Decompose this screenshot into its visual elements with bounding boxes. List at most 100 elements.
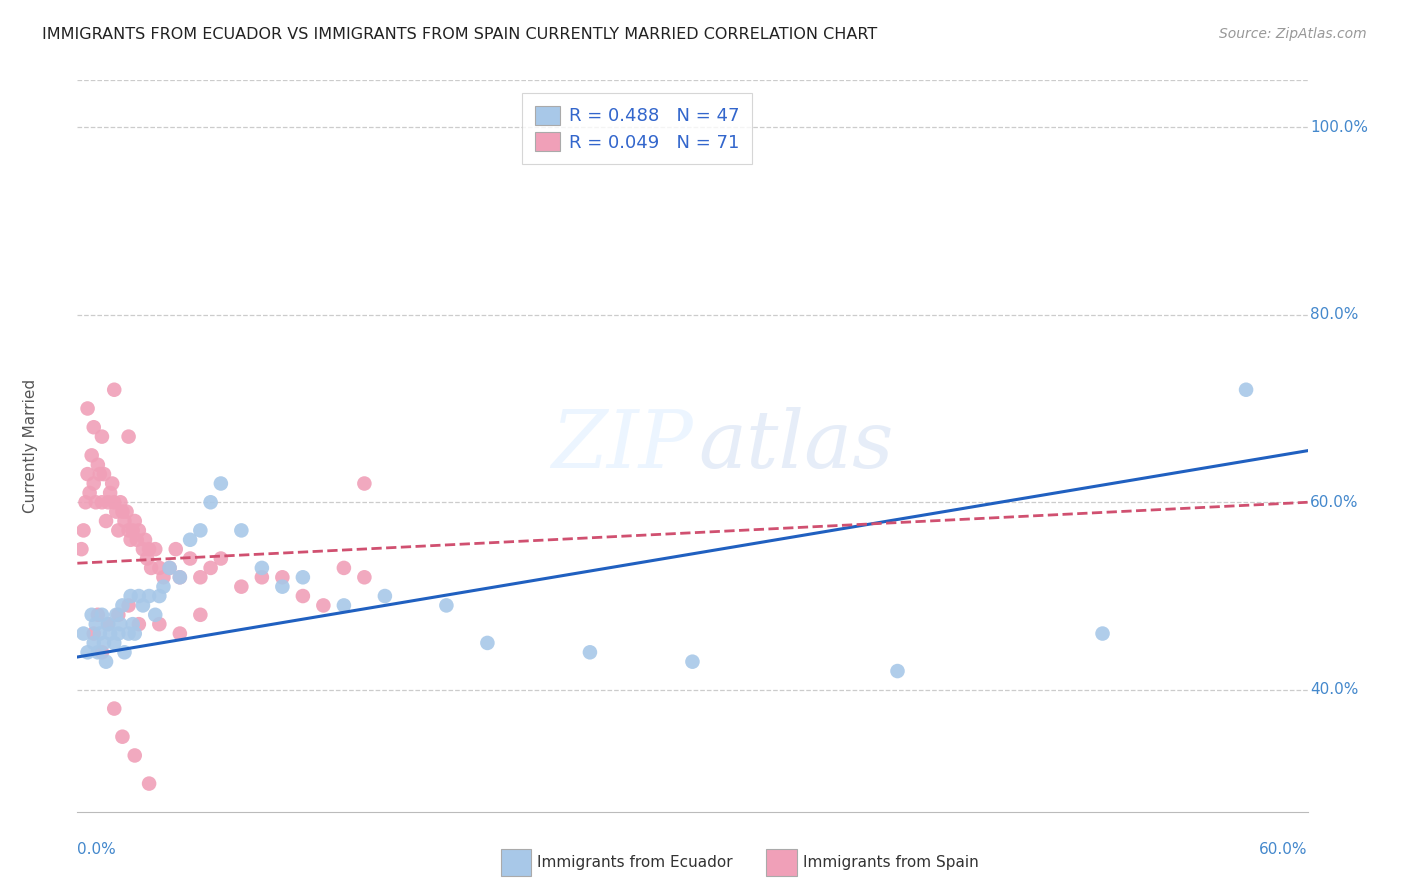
Point bbox=[148, 589, 170, 603]
Point bbox=[89, 467, 111, 482]
Point bbox=[87, 645, 110, 659]
Point bbox=[75, 495, 97, 509]
Point bbox=[143, 607, 166, 622]
Point bbox=[72, 524, 94, 538]
Point bbox=[128, 524, 150, 538]
Point bbox=[111, 730, 134, 744]
Point bbox=[1234, 383, 1257, 397]
Point bbox=[110, 495, 132, 509]
Point bbox=[148, 617, 170, 632]
Point bbox=[97, 617, 120, 632]
Point bbox=[128, 617, 150, 632]
Point bbox=[115, 505, 138, 519]
Point bbox=[477, 636, 499, 650]
Point bbox=[125, 533, 148, 547]
Point bbox=[84, 617, 107, 632]
Point bbox=[138, 776, 160, 790]
Text: atlas: atlas bbox=[699, 408, 894, 484]
Text: 80.0%: 80.0% bbox=[1310, 307, 1358, 322]
Point bbox=[121, 617, 143, 632]
Point bbox=[188, 607, 212, 622]
Point bbox=[94, 514, 117, 528]
Point bbox=[114, 514, 136, 528]
Point bbox=[136, 551, 159, 566]
Point bbox=[138, 542, 160, 557]
Point bbox=[169, 570, 191, 584]
Point bbox=[128, 589, 150, 603]
Text: Currently Married: Currently Married bbox=[22, 379, 38, 513]
Point bbox=[333, 561, 356, 575]
Text: 60.0%: 60.0% bbox=[1310, 495, 1358, 509]
Point bbox=[271, 570, 294, 584]
Point bbox=[79, 486, 101, 500]
Point bbox=[83, 636, 105, 650]
Point bbox=[103, 495, 125, 509]
Point bbox=[250, 570, 273, 584]
Point bbox=[103, 383, 125, 397]
Point bbox=[579, 645, 602, 659]
Point bbox=[200, 495, 222, 509]
Point bbox=[80, 449, 103, 463]
Point bbox=[87, 607, 110, 622]
Point bbox=[291, 589, 314, 603]
Point bbox=[111, 599, 134, 613]
Point bbox=[134, 533, 156, 547]
Point bbox=[117, 524, 139, 538]
Point bbox=[103, 701, 125, 715]
Point bbox=[103, 636, 125, 650]
Point bbox=[90, 495, 114, 509]
Point bbox=[117, 599, 139, 613]
Text: 100.0%: 100.0% bbox=[1310, 120, 1368, 135]
Point bbox=[101, 476, 124, 491]
Point bbox=[374, 589, 396, 603]
Point bbox=[188, 570, 212, 584]
Point bbox=[117, 429, 139, 443]
Point bbox=[271, 580, 294, 594]
Point bbox=[188, 524, 212, 538]
Point bbox=[124, 514, 146, 528]
Text: Immigrants from Ecuador: Immigrants from Ecuador bbox=[537, 855, 733, 870]
Point bbox=[90, 645, 114, 659]
Point bbox=[1091, 626, 1114, 640]
Point bbox=[209, 551, 232, 566]
Text: ZIP: ZIP bbox=[551, 408, 693, 484]
Point bbox=[169, 626, 191, 640]
Point bbox=[70, 542, 93, 557]
Point bbox=[152, 570, 174, 584]
Text: IMMIGRANTS FROM ECUADOR VS IMMIGRANTS FROM SPAIN CURRENTLY MARRIED CORRELATION C: IMMIGRANTS FROM ECUADOR VS IMMIGRANTS FR… bbox=[42, 27, 877, 42]
Point bbox=[94, 655, 117, 669]
Point bbox=[333, 599, 356, 613]
Point bbox=[886, 664, 908, 678]
Point bbox=[76, 401, 98, 416]
Point bbox=[90, 429, 114, 443]
Point bbox=[114, 645, 136, 659]
Point bbox=[97, 617, 120, 632]
Point bbox=[107, 626, 129, 640]
Point bbox=[165, 542, 187, 557]
Point bbox=[120, 533, 142, 547]
Point bbox=[80, 607, 103, 622]
Point bbox=[98, 626, 121, 640]
Point bbox=[291, 570, 314, 584]
Point bbox=[132, 599, 155, 613]
Point bbox=[209, 476, 232, 491]
Point bbox=[231, 580, 253, 594]
Point bbox=[98, 486, 121, 500]
Point bbox=[200, 561, 222, 575]
Point bbox=[436, 599, 458, 613]
Text: Source: ZipAtlas.com: Source: ZipAtlas.com bbox=[1219, 27, 1367, 41]
Point bbox=[105, 505, 128, 519]
Text: Immigrants from Spain: Immigrants from Spain bbox=[803, 855, 979, 870]
Point bbox=[152, 580, 174, 594]
Point bbox=[107, 524, 129, 538]
Point bbox=[97, 495, 120, 509]
Point bbox=[93, 467, 115, 482]
Point bbox=[132, 542, 155, 557]
Point bbox=[169, 570, 191, 584]
Point bbox=[83, 476, 105, 491]
Point bbox=[111, 505, 134, 519]
Point bbox=[84, 495, 107, 509]
Point bbox=[89, 626, 111, 640]
Point bbox=[353, 570, 375, 584]
Point bbox=[179, 551, 201, 566]
